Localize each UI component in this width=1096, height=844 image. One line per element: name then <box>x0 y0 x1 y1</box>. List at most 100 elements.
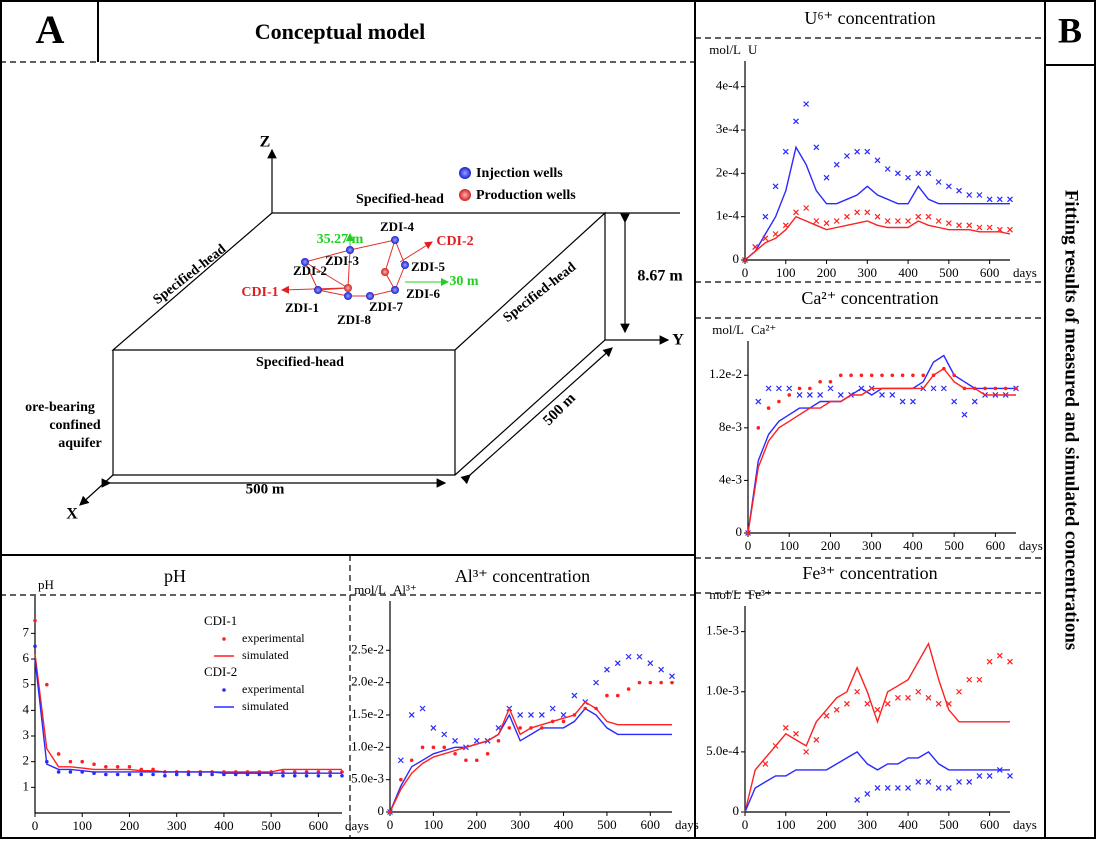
data-point <box>993 386 998 391</box>
data-point <box>755 398 762 405</box>
chart-title: pH <box>164 566 186 586</box>
x-tick-label: 500 <box>939 265 959 280</box>
aquifer-box <box>111 211 680 476</box>
data-point <box>549 705 556 712</box>
panel-title: Conceptual model <box>255 19 426 44</box>
data-point <box>151 772 155 777</box>
data-point <box>658 666 665 673</box>
y-tick-label: 2.5e-2 <box>351 641 384 656</box>
y-tick-label: 1.0e-2 <box>351 738 384 753</box>
data-point <box>615 693 620 698</box>
data-point <box>854 209 861 216</box>
data-point <box>782 724 789 731</box>
data-point <box>915 779 922 785</box>
data-point <box>766 406 771 410</box>
arrow <box>399 241 433 263</box>
data-point <box>45 682 49 687</box>
data-point <box>408 712 415 718</box>
boundary-label: Specified-head <box>501 260 580 326</box>
data-point <box>485 751 490 756</box>
data-point <box>793 118 799 125</box>
x-tick-label: 200 <box>467 817 487 832</box>
data-point <box>775 385 782 392</box>
series-line <box>34 658 342 774</box>
data-point <box>986 224 993 231</box>
data-point <box>115 765 120 769</box>
data-point <box>186 772 191 777</box>
data-point <box>796 392 803 398</box>
x-tick-label: 0 <box>745 538 752 553</box>
y-tick-label: 2.0e-2 <box>351 674 384 689</box>
legend-group: CDI-2 <box>204 664 237 679</box>
data-point <box>874 157 881 164</box>
data-point <box>68 770 73 774</box>
data-point <box>838 373 843 378</box>
axis-label: Z <box>260 134 271 151</box>
data-point <box>198 772 203 777</box>
data-point <box>33 618 37 623</box>
data-point <box>996 652 1003 659</box>
data-point <box>174 772 179 777</box>
legend-label: experimental <box>242 631 305 645</box>
data-point <box>659 680 663 685</box>
data-point <box>806 392 813 398</box>
series-line <box>744 145 1010 261</box>
data-point <box>56 770 61 774</box>
data-point <box>340 773 344 778</box>
data-point <box>884 700 891 707</box>
data-point <box>890 373 895 378</box>
data-point <box>304 773 309 778</box>
data-point <box>817 392 824 398</box>
x-tick-label: 100 <box>779 538 799 553</box>
x-tick-label: 400 <box>898 817 918 832</box>
data-point <box>441 731 448 738</box>
well-label: ZDI-7 <box>369 299 403 314</box>
injection-wells <box>301 236 409 300</box>
axis-label: Y <box>672 332 684 349</box>
data-point <box>409 758 414 763</box>
distance-label: 30 m <box>449 274 479 289</box>
y-tick-label: 1e-4 <box>716 208 740 223</box>
x-tick-label: 600 <box>980 265 1000 280</box>
data-point <box>935 179 942 185</box>
data-point <box>925 779 932 785</box>
data-point <box>915 170 922 177</box>
dimension-label: 500 m <box>246 481 285 497</box>
y-tick-label: 5.0e-3 <box>351 771 384 786</box>
data-point <box>915 213 922 220</box>
data-point <box>399 777 403 782</box>
data-point <box>1003 386 1008 391</box>
y-tick-label: 8e-3 <box>719 419 742 434</box>
data-point <box>961 411 968 418</box>
data-point <box>1007 226 1013 233</box>
data-point <box>935 700 942 707</box>
data-point <box>956 688 962 695</box>
y-symbol: Ca²⁺ <box>751 322 776 337</box>
data-point <box>986 773 993 779</box>
legend-marker <box>459 189 471 201</box>
x-tick-label: 500 <box>261 818 281 833</box>
data-point <box>636 653 643 660</box>
data-point <box>983 386 987 391</box>
y-tick-label: 0 <box>733 803 740 818</box>
data-point <box>894 170 901 177</box>
data-point <box>281 773 285 778</box>
data-point <box>420 745 425 750</box>
y-tick-label: 3 <box>23 727 30 742</box>
data-point <box>869 373 874 378</box>
dimension <box>460 347 613 485</box>
data-point <box>899 398 906 405</box>
data-point <box>163 773 167 778</box>
y-tick-label: 1.5e-3 <box>706 623 739 638</box>
data-point <box>976 192 983 198</box>
data-point <box>648 680 653 685</box>
data-point <box>925 170 932 177</box>
x-tick-label: 400 <box>898 265 918 280</box>
x-tick-label: 100 <box>424 817 444 832</box>
y-tick-label: 4e-4 <box>716 78 740 93</box>
data-point <box>772 231 779 237</box>
data-point <box>823 174 830 181</box>
x-tick-label: 0 <box>387 817 394 832</box>
